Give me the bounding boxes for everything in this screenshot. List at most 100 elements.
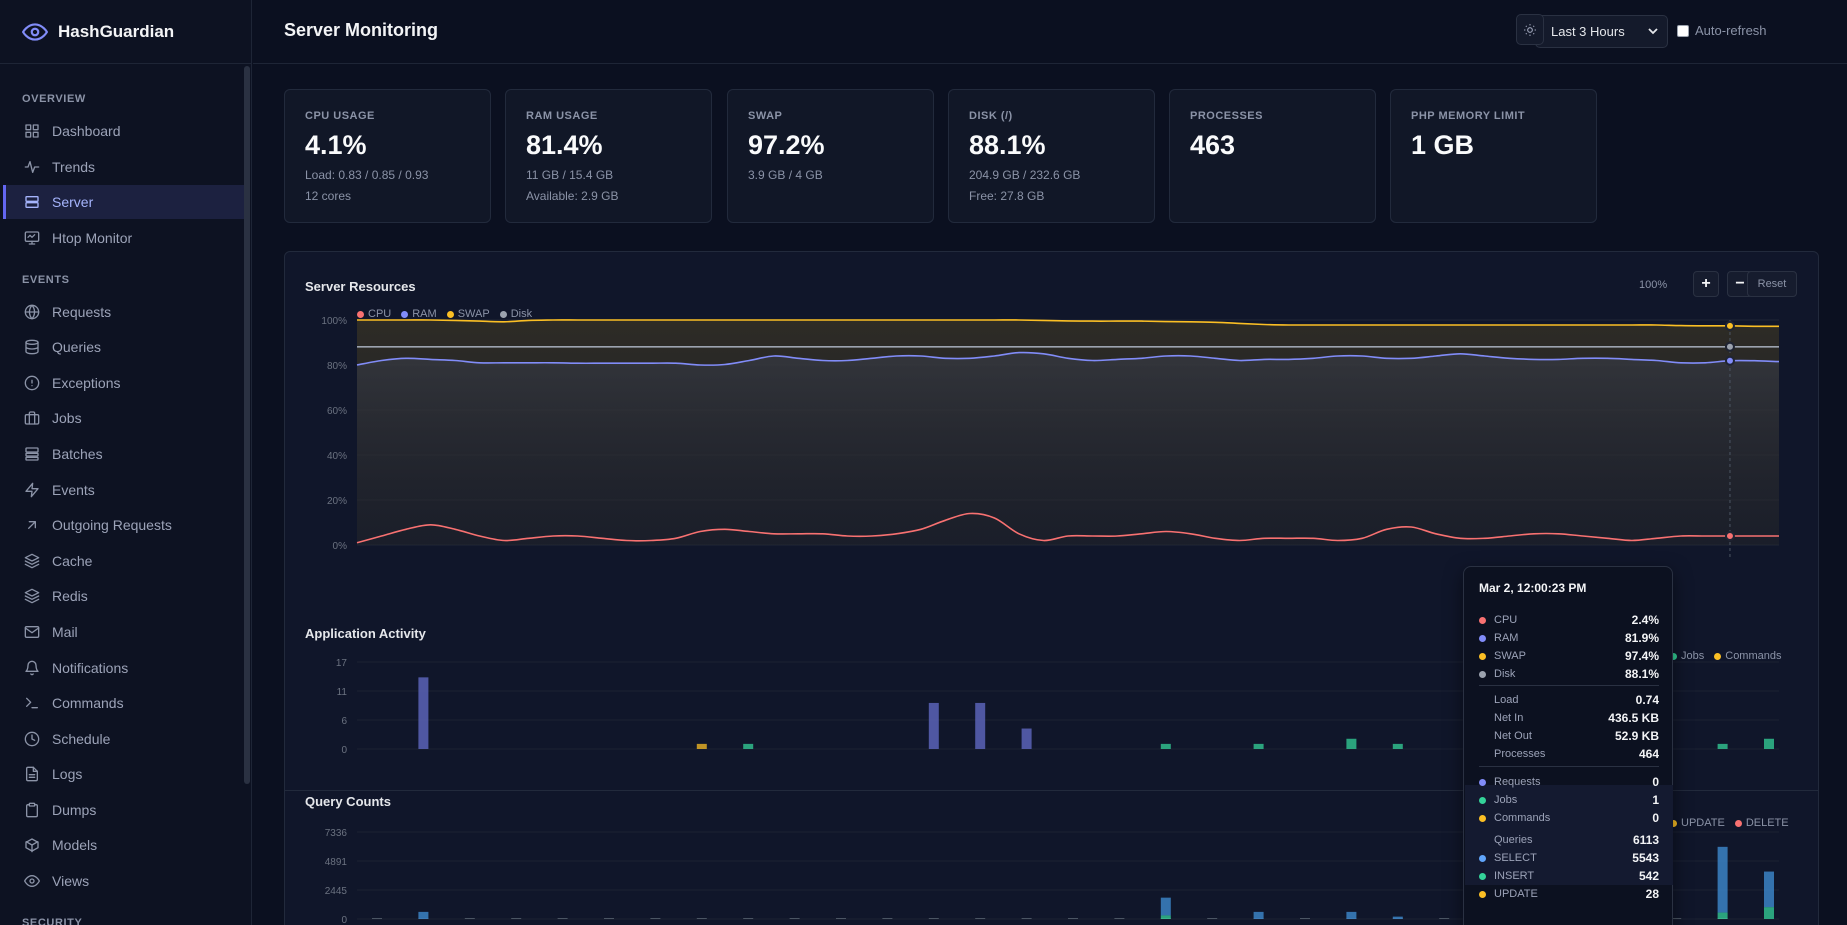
- activity-legend: Jobs Commands: [1670, 650, 1782, 662]
- stat-label: SWAP: [748, 110, 783, 122]
- tooltip-value: 436.5 KB: [1608, 711, 1659, 725]
- sidebar-item-queries[interactable]: Queries: [3, 330, 246, 364]
- server-resources-chart[interactable]: 100% 80% 60% 40% 20% 0%: [285, 312, 1819, 557]
- sidebar-item-label: Notifications: [52, 660, 129, 676]
- sidebar-item-trends[interactable]: Trends: [3, 150, 246, 184]
- legend-dot: [499, 310, 507, 318]
- tooltip-label: SWAP: [1494, 650, 1526, 662]
- sidebar-item-batches[interactable]: Batches: [3, 437, 246, 471]
- zap-icon: [25, 482, 39, 498]
- sidebar-scrollbar[interactable]: [244, 66, 250, 784]
- reset-zoom-button[interactable]: Reset: [1747, 271, 1797, 297]
- sidebar-item-models[interactable]: Models: [3, 828, 246, 862]
- jobs-bar: [1160, 743, 1171, 749]
- box-icon: [25, 838, 39, 853]
- chevron-down-icon: [1648, 28, 1658, 35]
- empty-bar-marker: [928, 918, 939, 919]
- sidebar-item-outgoing-requests[interactable]: Outgoing Requests: [3, 508, 246, 542]
- monitor-icon: [24, 231, 40, 245]
- sidebar-item-dumps[interactable]: Dumps: [3, 793, 246, 827]
- jobs-bar: [1764, 738, 1774, 749]
- nav-section-overview: OVERVIEW: [22, 93, 86, 105]
- tooltip-label: Net In: [1494, 712, 1524, 724]
- sidebar-item-exceptions[interactable]: Exceptions: [3, 366, 246, 400]
- stat-detail: Available: 2.9 GB: [526, 189, 619, 203]
- activity-legend-commands[interactable]: Commands: [1714, 650, 1782, 662]
- empty-bar-marker: [1114, 918, 1125, 919]
- stack-icon: [24, 553, 40, 569]
- cpu-line: [356, 512, 1779, 544]
- tooltip-label: Queries: [1494, 834, 1533, 846]
- auto-refresh-label: Auto-refresh: [1695, 23, 1767, 38]
- sidebar-item-label: Mail: [52, 624, 78, 640]
- clipboard-icon: [26, 802, 38, 818]
- tooltip-value: 97.4%: [1624, 649, 1659, 663]
- tooltip-label: CPU: [1494, 614, 1518, 626]
- brand[interactable]: HashGuardian: [0, 0, 251, 64]
- sidebar-item-dashboard[interactable]: Dashboard: [3, 114, 246, 148]
- stat-value: 88.1%: [969, 130, 1046, 160]
- jobs-bar: [743, 743, 754, 749]
- tooltip-label: Load: [1494, 694, 1519, 706]
- stat-card-swap: SWAP 97.2% 3.9 GB / 4 GB: [727, 89, 934, 223]
- query-legend-delete[interactable]: DELETE: [1734, 817, 1789, 829]
- mail-icon: [24, 626, 40, 638]
- grid-icon: [25, 124, 39, 138]
- sidebar-item-schedule[interactable]: Schedule: [3, 722, 246, 756]
- requests-bar: [975, 702, 986, 749]
- sidebar-item-logs[interactable]: Logs: [3, 757, 246, 791]
- legend-label: Jobs: [1681, 650, 1705, 662]
- empty-bar-marker: [1068, 918, 1078, 919]
- sidebar-item-requests[interactable]: Requests: [3, 295, 246, 329]
- resources-legend-ram[interactable]: RAM: [401, 308, 437, 320]
- stat-detail: Free: 27.8 GB: [969, 189, 1045, 203]
- sidebar-item-redis[interactable]: Redis: [3, 579, 246, 613]
- empty-bar-marker: [557, 918, 568, 919]
- sidebar-item-notifications[interactable]: Notifications: [3, 651, 246, 685]
- sidebar-item-label: Server: [52, 194, 94, 210]
- query-legend-update[interactable]: UPDATE: [1670, 817, 1725, 829]
- tooltip-value: 0.74: [1635, 693, 1659, 707]
- eye-icon: [24, 875, 40, 887]
- sidebar-item-mail[interactable]: Mail: [3, 615, 246, 649]
- sidebar-item-server[interactable]: Server: [3, 185, 246, 219]
- alert-circle-icon: [24, 375, 40, 391]
- zoom-in-button[interactable]: +: [1693, 271, 1719, 297]
- query-legend: UPDATE DELETE: [1670, 817, 1789, 829]
- empty-bar-marker: [1021, 918, 1032, 919]
- activity-legend-jobs[interactable]: Jobs: [1670, 650, 1704, 662]
- sidebar-item-events[interactable]: Events: [3, 473, 246, 507]
- arrow-up-right-icon: [27, 521, 36, 529]
- stat-value: 81.4%: [526, 130, 603, 160]
- theme-toggle-button[interactable]: [1516, 14, 1544, 45]
- y-tick-label: 40%: [327, 451, 347, 462]
- sidebar-item-jobs[interactable]: Jobs: [3, 401, 246, 435]
- sidebar-item-views[interactable]: Views: [3, 864, 246, 898]
- insert-bar: [1764, 907, 1774, 919]
- resources-legend-disk[interactable]: Disk: [499, 308, 532, 320]
- auto-refresh-toggle[interactable]: Auto-refresh: [1677, 23, 1767, 38]
- legend-dot: [1670, 819, 1677, 827]
- legend-dot: [1479, 670, 1486, 678]
- tooltip-row-swap: SWAP 97.4%: [1479, 647, 1659, 665]
- resources-legend-cpu[interactable]: CPU: [357, 308, 391, 320]
- stat-details: 204.9 GB / 232.6 GB Free: 27.8 GB: [969, 165, 1154, 207]
- sidebar-item-commands[interactable]: Commands: [3, 686, 246, 720]
- resources-legend-swap[interactable]: SWAP: [446, 308, 490, 320]
- tooltip-value: 542: [1638, 869, 1659, 883]
- empty-bar-marker: [1439, 918, 1450, 919]
- select-bar: [1717, 846, 1728, 913]
- stat-detail: 3.9 GB / 4 GB: [748, 168, 823, 182]
- tooltip-value: 2.4%: [1631, 613, 1659, 627]
- sidebar-item-cache[interactable]: Cache: [3, 544, 246, 578]
- tooltip-row-net-out: Net Out 52.9 KB: [1479, 727, 1659, 745]
- resources-legend: CPU RAM SWAP Disk: [357, 308, 532, 320]
- tooltip-row-insert: INSERT 542: [1479, 867, 1659, 885]
- auto-refresh-checkbox[interactable]: [1677, 24, 1689, 37]
- sidebar-item-htop-monitor[interactable]: Htop Monitor: [3, 221, 246, 255]
- legend-dot: [1479, 616, 1486, 624]
- nav-section-security: SECURITY: [22, 917, 83, 925]
- tooltip-label: Requests: [1494, 776, 1541, 788]
- time-range-select[interactable]: Last 3 Hours: [1535, 15, 1668, 48]
- legend-dot: [401, 310, 409, 318]
